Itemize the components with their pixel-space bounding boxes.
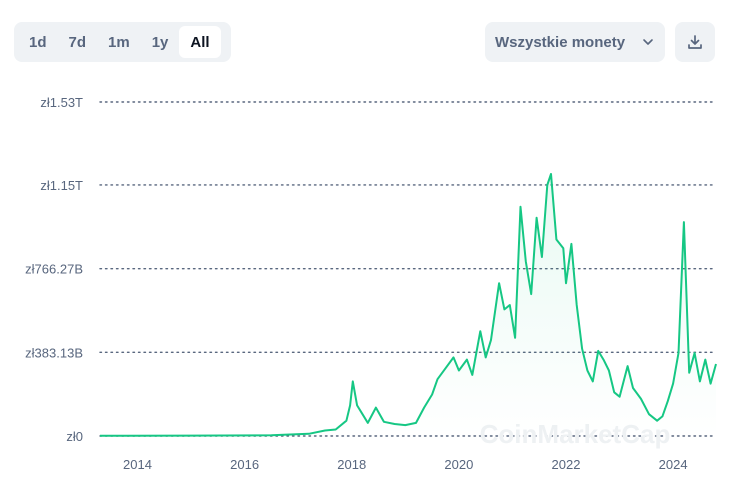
x-tick-label: 2014 [123,457,152,472]
range-7d-button[interactable]: 7d [68,33,87,51]
market-cap-area [100,174,716,436]
download-button[interactable] [675,22,715,62]
x-axis-labels: 2014 2016 2018 2020 2022 2024 [123,457,688,472]
x-tick-label: 2024 [659,457,688,472]
range-1y-button[interactable]: 1y [151,33,169,51]
range-1m-button[interactable]: 1m [108,33,130,51]
y-tick-label: zł1.53T [40,95,83,110]
coin-filter-dropdown[interactable]: Wszystkie monety [485,22,665,62]
range-1d-button[interactable]: 1d [29,33,47,51]
coin-filter-label: Wszystkie monety [495,33,626,51]
y-tick-label: zł0 [66,429,83,444]
market-cap-line [99,173,717,437]
time-range-selector: 1d 7d 1m 1y All [14,22,231,62]
x-tick-label: 2022 [552,457,581,472]
range-all-button[interactable]: All [179,26,221,58]
chevron-down-icon [643,39,653,45]
y-tick-label: zł1.15T [40,178,83,193]
x-tick-label: 2016 [230,457,259,472]
y-tick-label: zł766.27B [25,262,83,277]
x-tick-label: 2018 [337,457,366,472]
download-icon [688,35,702,49]
x-tick-label: 2020 [444,457,473,472]
y-tick-label: zł383.13B [25,345,83,360]
y-axis-labels: zł0 zł383.13B zł766.27B zł1.15T zł1.53T [25,95,83,444]
